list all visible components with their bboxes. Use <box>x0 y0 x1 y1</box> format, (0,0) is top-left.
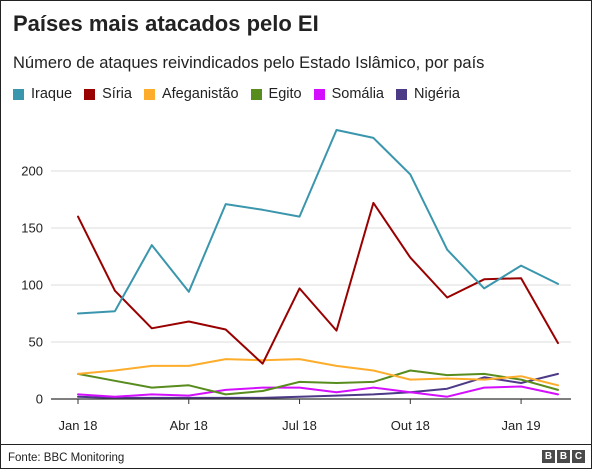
legend-item: Afeganistão <box>143 86 239 102</box>
legend-label: Iraque <box>31 86 73 102</box>
bbc-logo-letter: B <box>557 450 570 463</box>
legend-item: Egito <box>250 86 302 102</box>
series-line-síria <box>77 201 559 365</box>
legend-label: Nigéria <box>414 86 460 102</box>
x-tick-label: Jan 18 <box>58 418 97 433</box>
chart-title: Países mais atacados pelo EI <box>13 11 319 36</box>
y-tick-label: 100 <box>21 278 43 293</box>
legend-swatch <box>13 88 24 100</box>
y-tick-label: 200 <box>21 164 43 179</box>
bbc-logo-letter: C <box>572 450 585 463</box>
legend-swatch <box>396 88 407 100</box>
y-tick-label: 50 <box>29 335 43 350</box>
bbc-logo: B B C <box>540 450 585 463</box>
legend-label: Síria <box>102 86 132 102</box>
series-line-egito <box>77 369 559 396</box>
legend-item: Síria <box>84 86 132 102</box>
x-tick-label: Jan 19 <box>502 418 541 433</box>
legend-swatch <box>250 88 262 100</box>
legend-swatch <box>143 88 155 100</box>
source-note: Fonte: BBC Monitoring <box>8 452 125 464</box>
chart-subtitle: Número de ataques reivindicados pelo Est… <box>13 54 485 72</box>
legend-swatch <box>84 88 96 100</box>
legend-item: Iraque <box>13 86 72 102</box>
bbc-logo-letter: B <box>542 450 555 463</box>
legend-swatch <box>313 88 325 100</box>
series-line-somália <box>77 385 559 398</box>
x-tick-label: Out 18 <box>391 418 430 433</box>
legend-item: Somália <box>313 86 384 102</box>
x-tick-label: Jul 18 <box>282 418 317 433</box>
legend: Iraque Síria Afeganistão Egito Somália Nigéri… <box>13 84 472 104</box>
x-tick-label: Abr 18 <box>170 418 208 433</box>
y-tick-label: 0 <box>36 392 43 407</box>
legend-item: Nigéria <box>396 86 460 102</box>
legend-label: Somália <box>331 86 384 102</box>
series-line-afeganistão <box>77 358 559 387</box>
legend-label: Afeganistão <box>161 86 239 102</box>
y-tick-label: 150 <box>21 221 43 236</box>
series-line-iraque <box>77 129 559 315</box>
legend-label: Egito <box>268 86 302 102</box>
line-chart: 0 50 100 150 200 Jan 18 Abr 18 Jul 18 Out 18 Jan … <box>1 129 591 445</box>
